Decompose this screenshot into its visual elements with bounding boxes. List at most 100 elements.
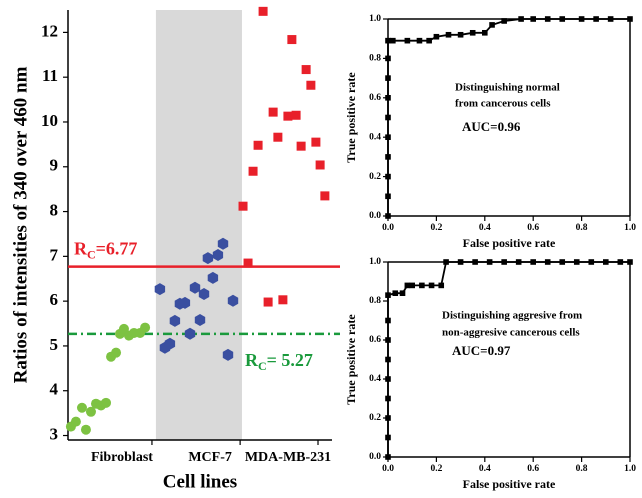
y-tick-label: 9 [50,156,59,175]
point [433,33,440,40]
point [593,16,599,22]
point [457,31,464,38]
point [530,259,536,265]
y-tick-label: 0.2 [369,172,381,182]
point [301,65,311,75]
y-tick-label: 3 [50,424,59,443]
point [315,160,325,170]
point [409,282,415,289]
y-tick-label: 0.0 [369,452,381,462]
label-text: R [245,350,259,370]
point [385,317,391,324]
point [627,16,633,22]
y-tick-label: 1.0 [369,257,381,267]
point [392,290,399,296]
point [385,395,391,402]
point [189,281,201,294]
annotation: Distinguishing aggresive from [442,310,582,322]
point [296,141,306,151]
point [385,37,391,44]
roc-curve [387,261,630,457]
point [207,271,219,284]
y-axis-label: Ratios of intensities of 340 over 460 nm [10,66,31,383]
point [258,6,268,16]
point [607,16,614,22]
y-tick-label: 0.2 [369,413,381,423]
point [306,80,316,90]
point [419,282,425,289]
y-tick-label: 10 [41,111,58,130]
point [273,132,283,142]
annotation: AUC=0.97 [452,343,511,358]
point [530,16,536,22]
x-tick-label: 0.4 [479,223,491,233]
point [399,290,406,296]
x-tick-label: 1.0 [624,464,636,474]
reference-label: RC= 5.27 [245,350,313,373]
y-tick-label: 0.8 [369,54,381,64]
point [385,434,391,441]
point [76,402,87,413]
x-axis-label: Cell lines [163,471,237,492]
reference-label: RC=6.77 [74,239,137,262]
point [544,16,551,22]
y-tick-label: 0.6 [369,335,381,345]
x-axis-label: False positive rate [463,477,556,491]
annotation: Distinguishing normal [455,82,560,94]
point [70,416,81,427]
point [101,397,112,408]
point [222,348,234,361]
label-text: R [74,239,88,259]
point [404,282,411,289]
y-axis-label: True positive rate [344,314,358,405]
point [390,37,396,44]
y-tick-label: 7 [50,245,59,264]
y-tick-label: 12 [41,21,58,40]
point [559,16,566,22]
point [179,296,191,309]
point [385,55,391,62]
point [385,454,391,460]
x-tick-label: 0.2 [430,464,442,474]
point [445,31,452,38]
point [559,259,566,265]
label-suffix: = 5.27 [267,350,313,370]
point [85,406,96,417]
y-tick-label: 0.6 [369,93,381,103]
point [202,252,214,265]
annotation: AUC=0.96 [462,119,521,134]
point [501,259,507,265]
point [243,258,253,268]
point [486,259,493,265]
point [385,114,391,121]
point [501,18,507,24]
label-subscript: C [87,247,96,261]
point [489,22,495,28]
point [253,140,263,150]
point [385,415,391,421]
point [184,327,196,340]
point [283,111,293,121]
y-tick-label: 11 [42,66,58,85]
y-tick-label: 5 [50,335,59,354]
y-tick-label: 8 [50,200,59,219]
point [194,314,206,326]
point [238,201,248,211]
point [469,29,476,36]
x-tick-label: 0.6 [527,464,539,474]
point [443,259,449,265]
y-tick-label: 1.0 [369,14,381,24]
point [320,191,330,201]
annotation: from cancerous cells [455,98,551,110]
x-tick-label: MCF-7 [188,450,232,465]
y-tick-label: 0.4 [369,132,381,142]
point [287,35,297,45]
point [573,259,580,265]
point [385,337,391,343]
annotation: non-aggresive cancerous cells [442,327,580,339]
point [278,295,288,305]
point [140,322,151,333]
y-tick-label: 4 [50,380,59,399]
